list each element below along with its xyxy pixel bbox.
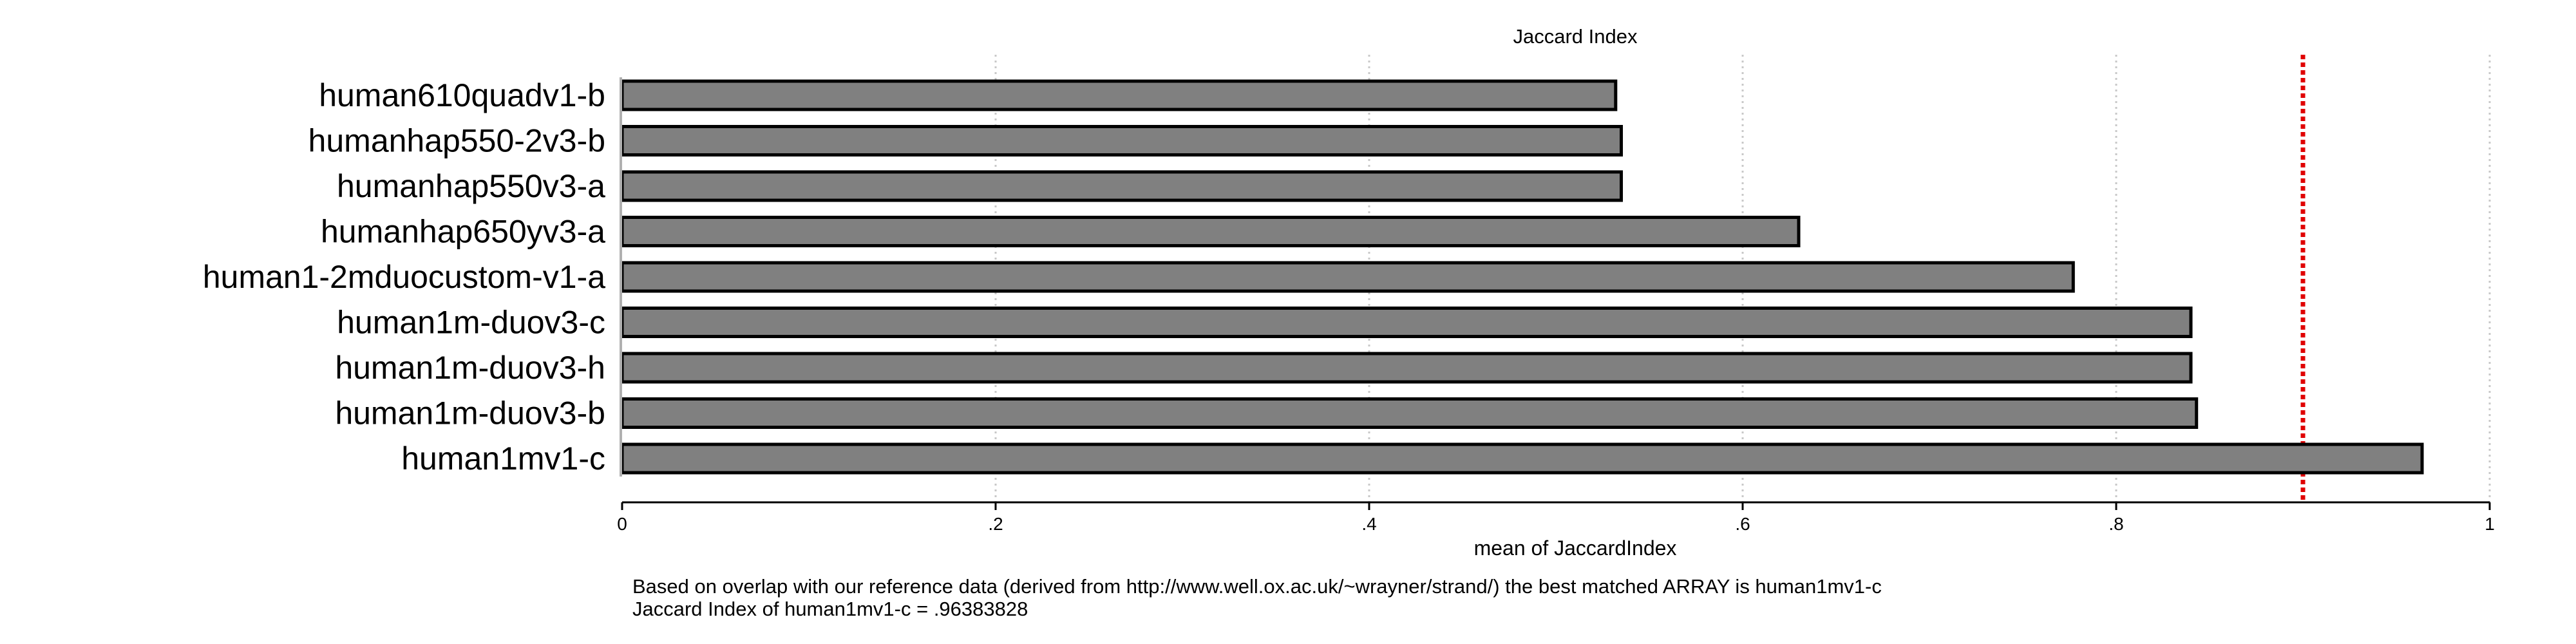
category-label: human1mv1-c [401,440,605,477]
category-label: humanhap550v3-a [337,168,605,204]
bar [620,125,1623,156]
category-labels: human610quadv1-b humanhap550-2v3-b humanha… [203,77,605,477]
category-label: humanhap550-2v3-b [308,123,605,159]
category-label: human1m-duov3-h [335,350,605,386]
bar [620,79,1618,111]
bar [620,397,2199,429]
x-tick-label: .2 [988,514,1003,534]
x-tick-label: 0 [617,514,627,534]
bar [620,442,2424,475]
category-label: human610quadv1-b [319,77,605,113]
category-label: human1m-duov3-b [335,395,605,431]
category-label: humanhap650yv3-a [321,214,605,250]
bar [620,352,2193,384]
note-line-2: Jaccard Index of human1mv1-c = .96383828 [632,598,1028,620]
x-axis-label: mean of JaccardIndex [1474,536,1677,560]
bar [620,307,2193,338]
category-label: human1-2mduocustom-v1-a [203,259,605,295]
chart-title: Jaccard Index [1513,25,1638,48]
x-tick-label: .6 [1735,514,1750,534]
bar [620,261,2075,293]
category-label: human1m-duov3-c [337,305,605,341]
note-line-1: Based on overlap with our reference data… [632,575,1882,598]
x-tick-label: .8 [2108,514,2123,534]
x-tick-label: 1 [2485,514,2495,534]
bar [620,170,1623,202]
bars [620,79,2424,475]
x-axis: 0 .2 .4 .6 .8 1 [617,77,2495,534]
x-tick-label: .4 [1361,514,1376,534]
bar [620,216,1801,247]
